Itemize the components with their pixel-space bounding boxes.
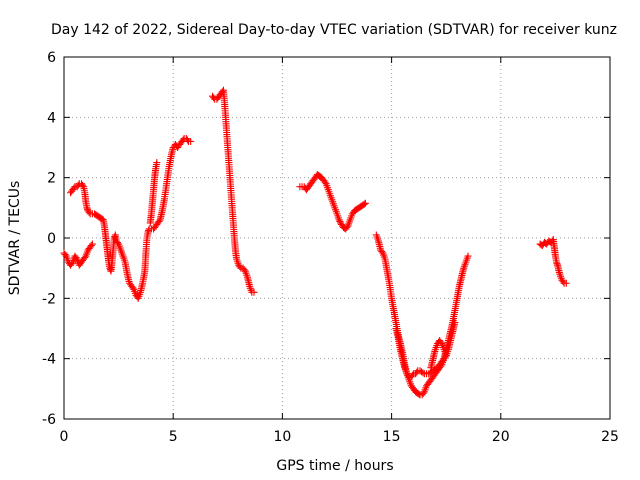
data-point — [378, 248, 386, 256]
data-point — [343, 223, 351, 231]
x-tick-label: 15 — [383, 429, 401, 445]
data-point — [321, 178, 329, 186]
data-point — [464, 252, 472, 260]
x-tick-label: 10 — [273, 429, 291, 445]
data-point — [187, 137, 195, 145]
x-tick-label: 0 — [60, 429, 69, 445]
data-point — [70, 184, 78, 192]
data-point — [72, 254, 80, 262]
data-point — [88, 240, 96, 248]
data-point — [61, 251, 69, 259]
grid-lines — [64, 57, 610, 419]
data-point — [129, 284, 137, 292]
data-point — [155, 217, 163, 225]
chart-title: Day 142 of 2022, Sidereal Day-to-day VTE… — [51, 22, 617, 38]
data-point — [437, 338, 445, 346]
data-point — [562, 279, 570, 287]
y-tick-label: -2 — [42, 291, 56, 307]
data-point — [250, 288, 258, 296]
data-point — [68, 260, 76, 268]
y-tick-label: 2 — [47, 171, 56, 187]
y-tick-label: -4 — [42, 352, 56, 368]
data-point — [336, 217, 344, 225]
data-point — [419, 389, 427, 397]
y-axis-label: SDTVAR / TECUs — [7, 181, 23, 296]
data-point — [415, 390, 423, 398]
data-points — [60, 86, 570, 399]
data-point — [559, 278, 567, 286]
y-tick-label: 0 — [47, 231, 56, 247]
data-point — [442, 352, 450, 360]
data-point — [240, 266, 248, 274]
x-tick-label: 20 — [492, 429, 510, 445]
data-point — [79, 181, 87, 189]
data-point — [360, 200, 368, 208]
data-point — [236, 263, 244, 271]
data-point — [153, 159, 161, 167]
data-point — [81, 254, 89, 262]
data-point — [87, 242, 95, 250]
y-tick-label: -6 — [42, 412, 56, 428]
data-point — [183, 136, 191, 144]
y-tick-label: 4 — [47, 110, 56, 126]
x-tick-label: 25 — [601, 429, 619, 445]
axis-ticks: 0 5 10 15 20 25 -6 -4 -2 0 2 4 6 — [42, 50, 619, 445]
x-axis-label: GPS time / hours — [276, 458, 393, 474]
data-point — [85, 208, 93, 216]
data-point — [451, 318, 459, 326]
x-tick-label: 5 — [169, 429, 178, 445]
y-tick-label: 6 — [47, 50, 56, 66]
data-point — [361, 199, 369, 207]
data-point — [335, 216, 343, 224]
data-point — [408, 371, 416, 379]
data-point — [419, 369, 427, 377]
data-point — [114, 239, 122, 247]
